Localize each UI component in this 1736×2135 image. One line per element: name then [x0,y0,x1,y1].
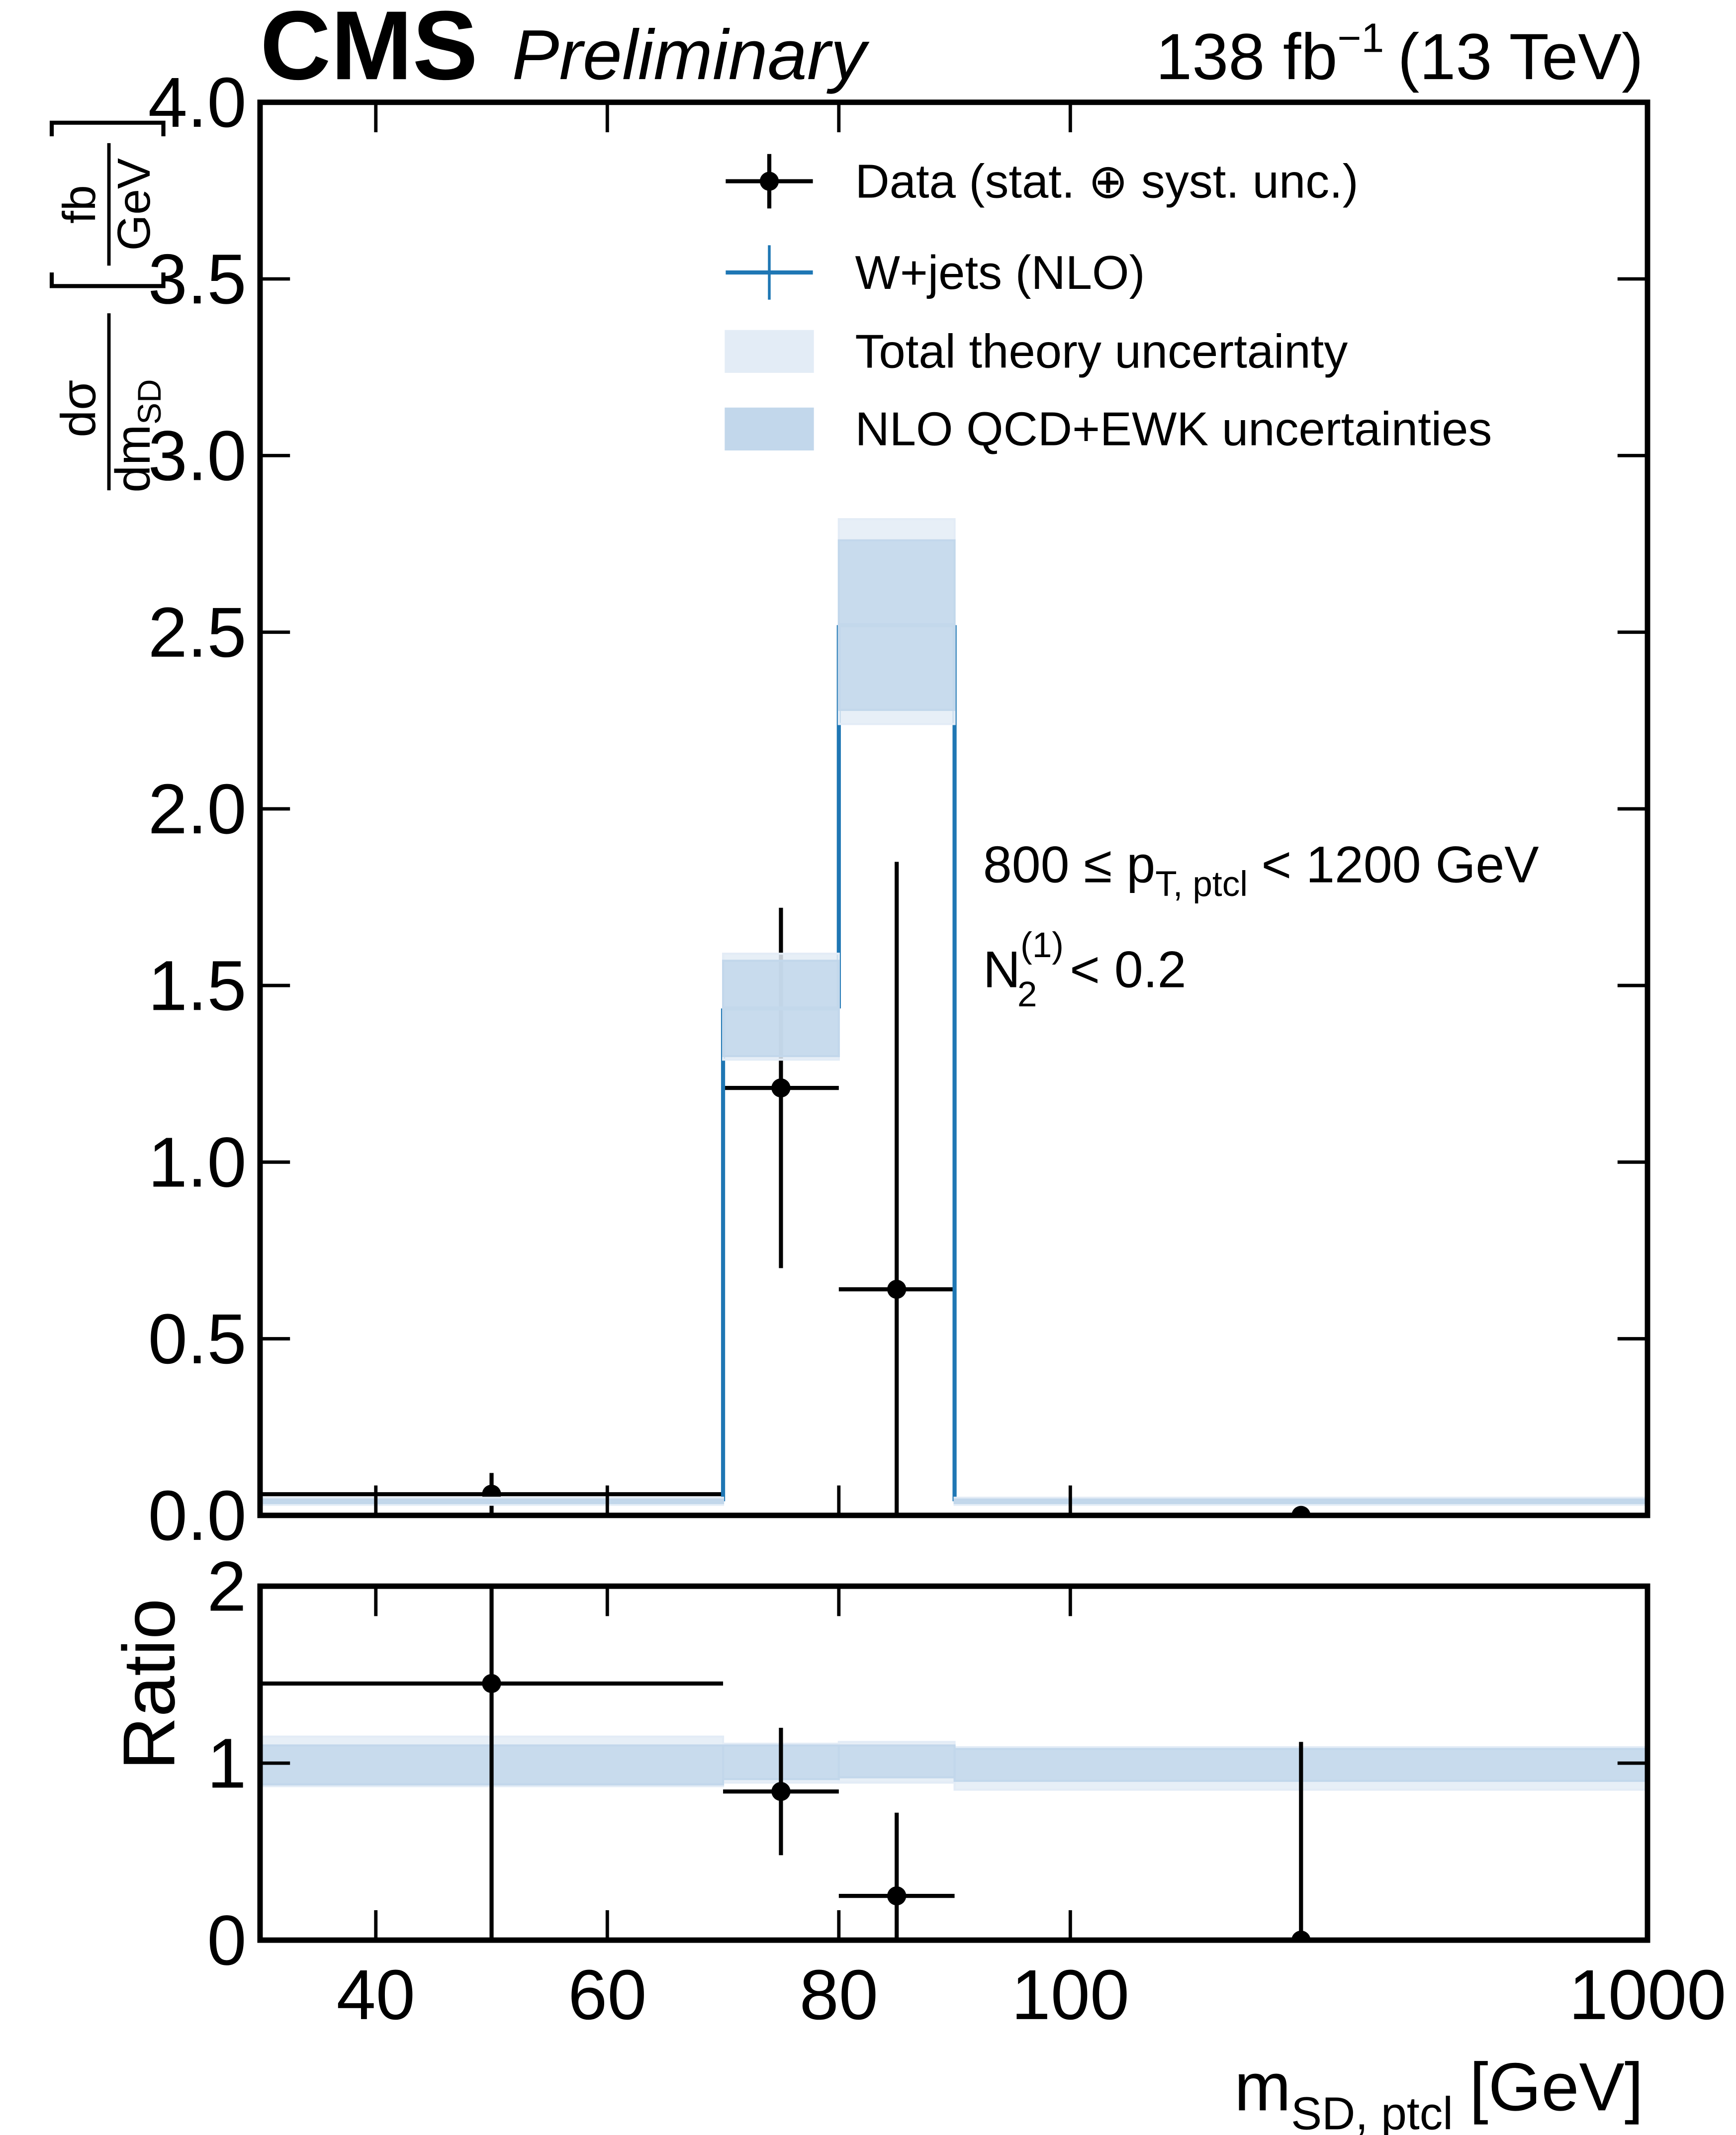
legend-symbol [725,330,814,373]
y-label-num: dσ [51,380,106,438]
y-tick-label: 0 [207,1901,246,1980]
x-tick-label: 60 [568,1956,646,2035]
energy: (13 TeV) [1398,20,1644,93]
y-label-den-sub: SD [131,379,168,424]
n2-annotation: N(1) 2 < 0.2 [983,926,1187,1014]
y-tick-label: 4.0 [148,63,247,142]
plot-frame [257,1583,1650,1943]
ann-sub: T, ptcl [1155,865,1248,904]
ann-sup: (1) [1020,926,1064,965]
x-label-main: m [1234,2049,1291,2125]
data-point [887,1279,907,1299]
plot-frame [257,99,1650,1518]
y-axis-label: dσ dmSD fb GeV [49,120,168,493]
y-tick-label: 1.5 [148,946,247,1025]
x-tick-label: 80 [800,1956,878,2035]
y-tick-label: 0.5 [148,1300,247,1379]
lumi-exp: −1 [1338,15,1384,61]
x-axis-label: mSD, ptcl [GeV] [1234,2049,1644,2135]
data-point [887,1886,907,1906]
uncertainty-band [953,1498,1648,1505]
ann-rest: < 0.2 [1070,941,1186,998]
legend-label: NLO QCD+EWK uncertainties [855,403,1492,456]
y-tick-label: 1 [207,1724,246,1803]
y-tick-label: 2 [207,1547,246,1626]
x-tick-label: 40 [337,1956,415,2035]
cms-label: CMS [260,0,478,100]
y-tick-label: 0.0 [148,1476,247,1555]
legend-label: Data (stat. ⊕ syst. unc.) [855,155,1358,208]
legend-label: Total theory uncertainty [855,325,1348,378]
ann-text: N [983,941,1020,998]
uncertainty-band [260,1498,725,1505]
ann-sub: 2 [1017,975,1037,1014]
x-tick-label: 100 [1011,1956,1130,2035]
ratio-label: Ratio [108,1599,190,1770]
y-label-den: dmSD [105,379,168,492]
lumi-label: 138 fb−1 (13 TeV) [1156,15,1644,93]
y-unit-den: GeV [108,158,160,251]
legend-symbol [725,407,814,450]
data-point [771,1078,791,1098]
y-tick-label: 2.0 [148,770,247,849]
legend-symbol [759,172,779,191]
plot-area [260,518,1648,1515]
plot-area [260,1586,1648,1941]
legend-label: W+jets (NLO) [855,246,1145,299]
x-label-sub: SD, ptcl [1291,2088,1453,2135]
ann-rest: < 1200 GeV [1261,836,1539,894]
y-tick-label: 3.0 [148,417,247,496]
y-tick-label: 2.5 [148,593,247,672]
pt-annotation: 800 ≤ pT, ptcl < 1200 GeV [983,836,1539,904]
y-unit-num: fb [54,185,105,224]
data-point [482,1674,501,1693]
x-label-unit: [GeV] [1469,2049,1644,2125]
uncertainty-band [837,539,956,711]
ann-text: 800 ≤ p [983,836,1155,894]
uncertainty-band [837,1744,956,1779]
y-tick-label: 3.5 [148,240,247,319]
lumi: 138 fb [1156,20,1337,93]
uncertainty-band [722,960,840,1058]
data-point [771,1781,791,1801]
x-tick-label: 1000 [1569,1956,1727,2035]
y-tick-label: 1.0 [148,1123,247,1202]
y-label-den-main: dm [105,425,160,493]
preliminary-label: Preliminary [512,15,870,94]
